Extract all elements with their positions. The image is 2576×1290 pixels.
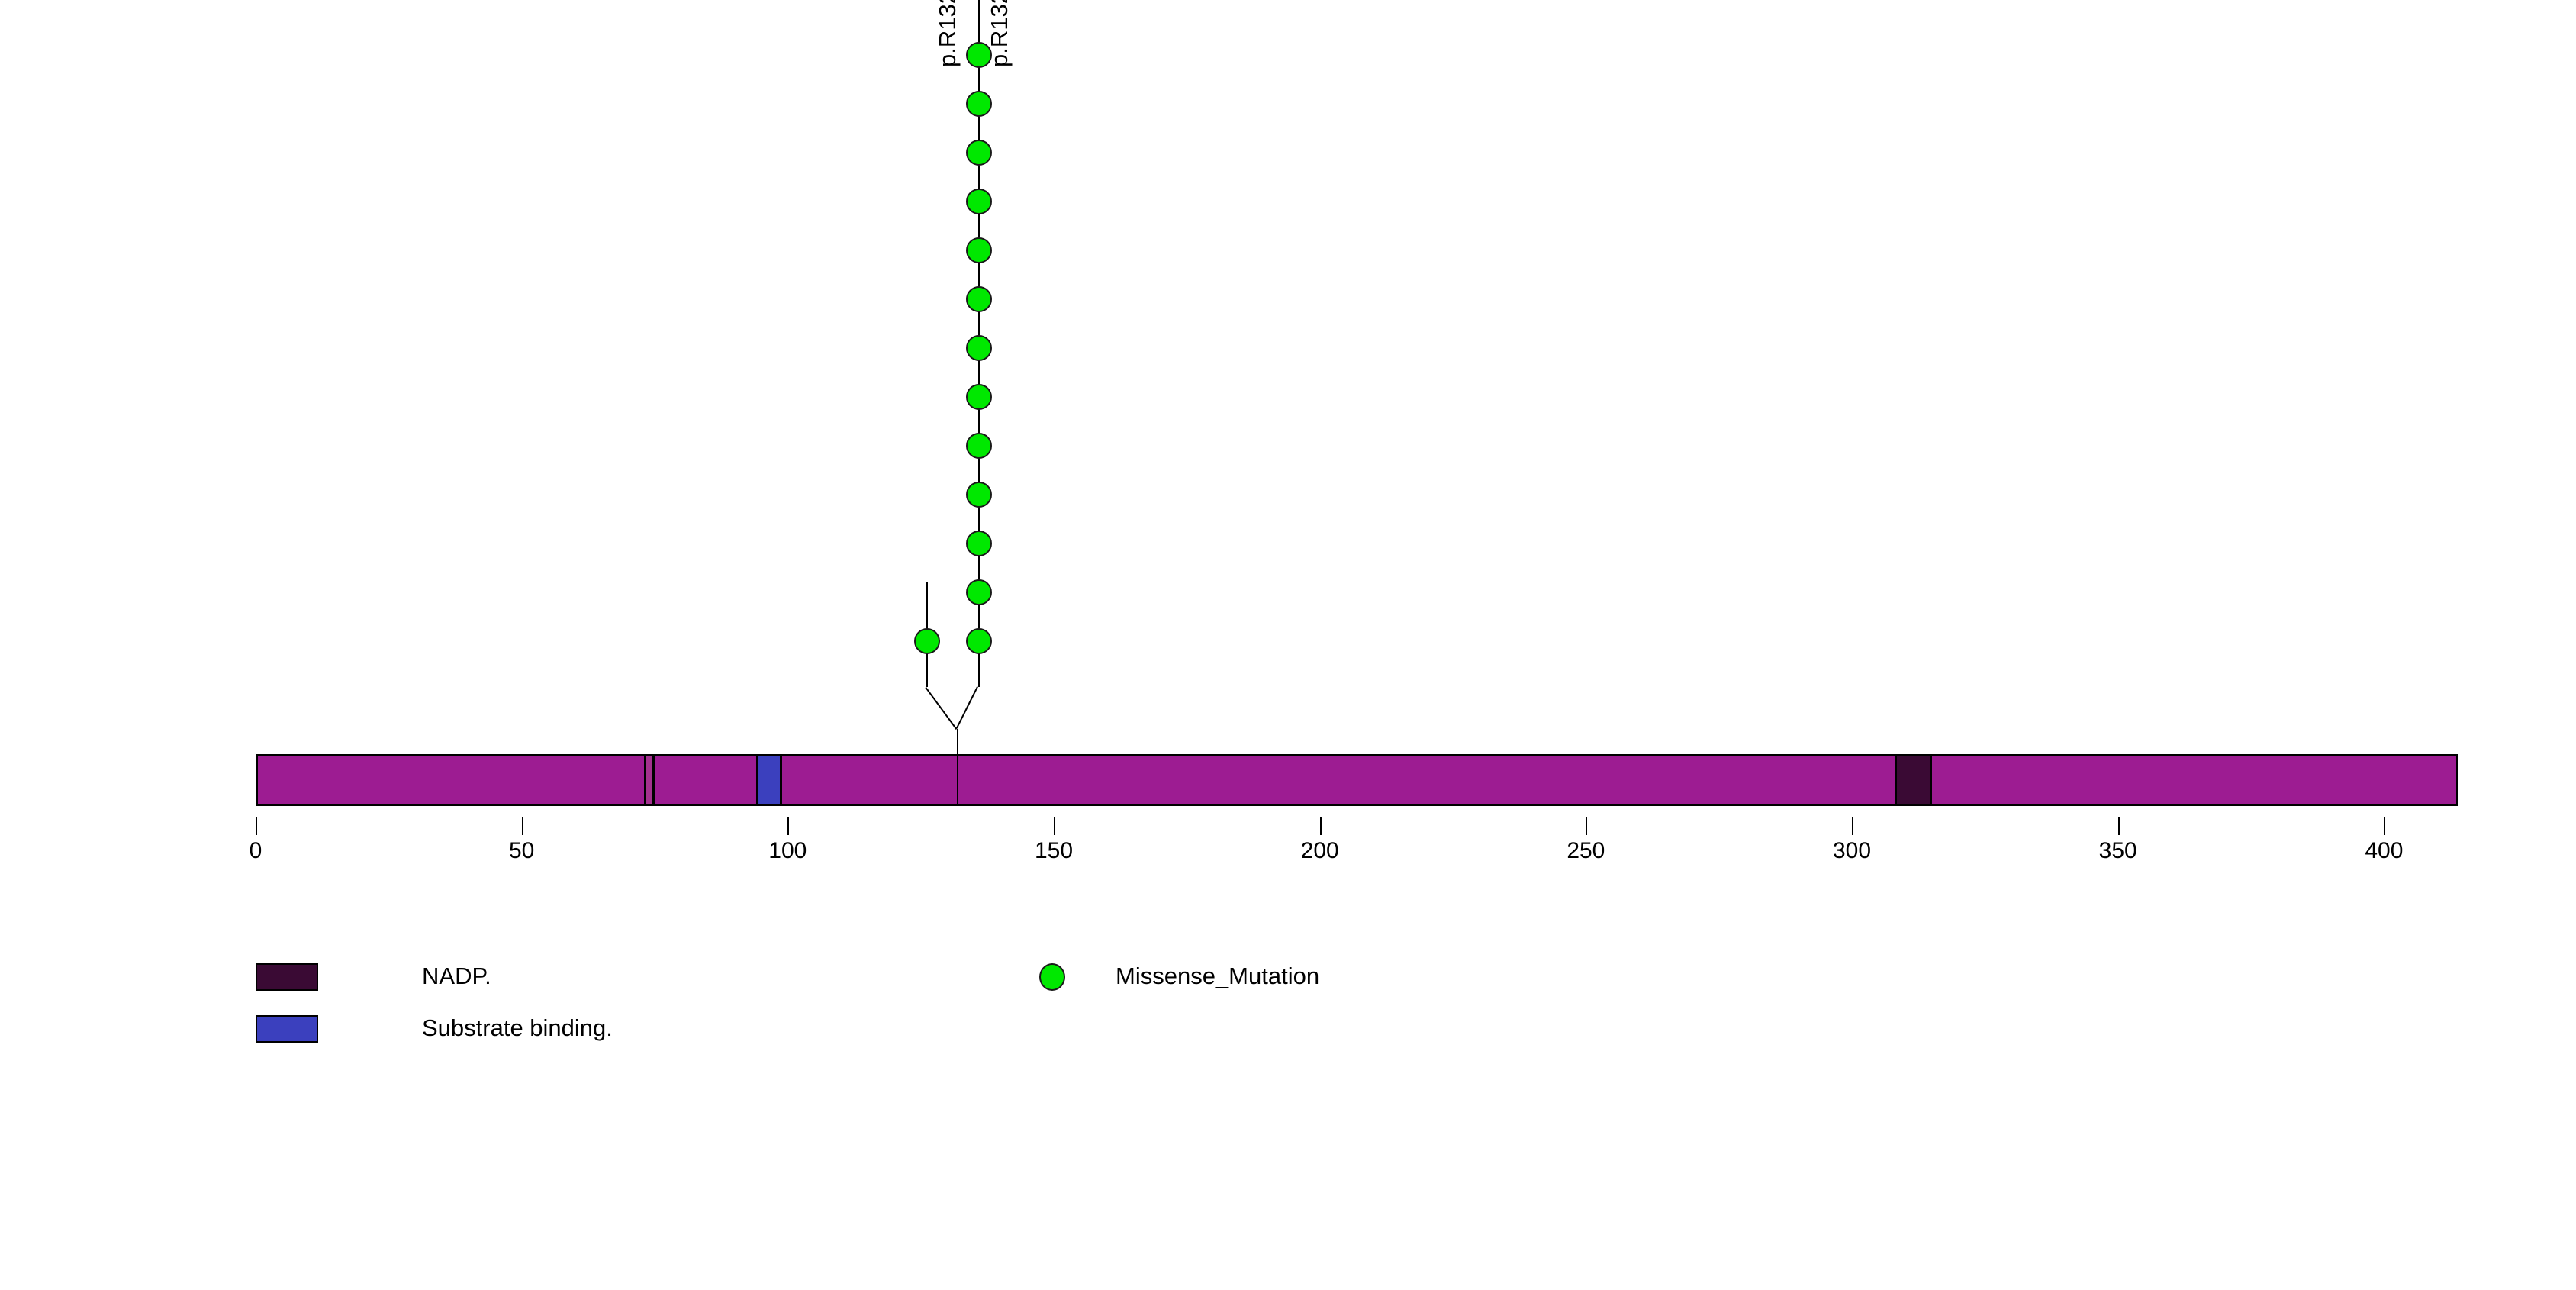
axis-tick-0: [256, 817, 257, 835]
lollipop-marker[interactable]: [966, 140, 992, 166]
mutation-label-0: p.R132: [934, 0, 961, 67]
axis-tick-400: [2384, 817, 2386, 835]
legend-label-nadp: NADP.: [422, 963, 491, 989]
axis-tick-label-350: 350: [2098, 838, 2137, 863]
axis-tick-label-250: 250: [1567, 838, 1605, 863]
lollipop-anchor-stem: [957, 729, 959, 806]
lollipop-marker[interactable]: [966, 335, 992, 361]
axis-tick-350: [2117, 817, 2120, 835]
lollipop-marker[interactable]: [966, 531, 992, 556]
lollipop-marker[interactable]: [966, 42, 992, 68]
legend-marker-missense-mutation: [1039, 963, 1065, 991]
lollipop-marker[interactable]: [966, 628, 992, 654]
lollipop-marker[interactable]: [966, 482, 992, 508]
protein-backbone-track: [256, 754, 2458, 806]
axis-tick-150: [1054, 817, 1055, 835]
lollipop-marker[interactable]: [966, 384, 992, 410]
lollipop-marker[interactable]: [966, 286, 992, 312]
lollipop-fork-0: [925, 687, 958, 730]
axis-tick-label-400: 400: [2365, 838, 2404, 863]
axis-tick-250: [1586, 817, 1588, 835]
axis-tick-50: [521, 817, 523, 835]
lollipop-marker[interactable]: [966, 579, 992, 605]
domain-substrate-binding[interactable]: [755, 756, 783, 804]
axis-tick-100: [787, 817, 790, 835]
lollipop-fork-1: [955, 686, 978, 729]
axis-tick-label-200: 200: [1300, 838, 1339, 863]
axis-tick-label-100: 100: [768, 838, 807, 863]
domain-divider[interactable]: [644, 756, 655, 804]
lollipop-marker[interactable]: [966, 91, 992, 117]
legend-swatch-substrate-binding: [256, 1015, 318, 1043]
axis-tick-label-150: 150: [1034, 838, 1074, 863]
legend-swatch-nadp: [256, 963, 318, 991]
lollipop-marker[interactable]: [966, 189, 992, 214]
lollipop-marker[interactable]: [966, 433, 992, 459]
lollipop-marker[interactable]: [966, 237, 992, 263]
mutation-label-1: p.R132: [986, 0, 1013, 67]
legend-label-missense-mutation: Missense_Mutation: [1116, 963, 1320, 989]
lollipop-marker[interactable]: [914, 628, 940, 654]
domain-nadp[interactable]: [1894, 756, 1932, 804]
axis-tick-200: [1319, 817, 1322, 835]
axis-tick-label-50: 50: [508, 838, 535, 863]
legend-label-substrate-binding: Substrate binding.: [422, 1014, 613, 1041]
axis-tick-label-300: 300: [1832, 838, 1872, 863]
axis-tick-label-0: 0: [249, 838, 262, 863]
axis-tick-300: [1852, 817, 1854, 835]
